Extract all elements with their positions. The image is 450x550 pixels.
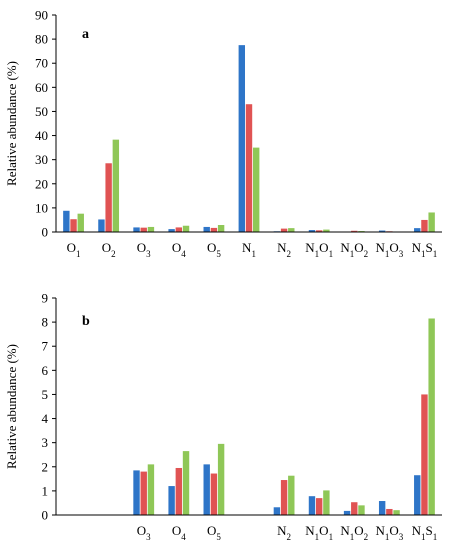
y-tick-label: 90 — [35, 8, 48, 23]
bar-s3-c10 — [393, 510, 400, 515]
y-tick-label: 2 — [42, 459, 49, 474]
bar-s2-c6 — [245, 104, 253, 232]
bar-s1-c8 — [308, 496, 316, 515]
bar-s1-c5 — [203, 226, 210, 232]
x-category-label: N1O1 — [305, 240, 333, 259]
bar-s2-c1 — [70, 219, 77, 232]
y-axis-title: Relative abundance (%) — [4, 344, 19, 469]
bar-s3-c8 — [323, 490, 330, 515]
y-tick-label: 30 — [35, 152, 48, 167]
bar-s1-c2 — [98, 219, 105, 232]
bar-s1-c8 — [308, 230, 316, 232]
bar-s3-c11 — [428, 318, 435, 515]
y-tick-label: 50 — [35, 104, 48, 119]
y-tick-label: 70 — [35, 56, 48, 71]
bar-s3-c5 — [217, 443, 225, 515]
x-category-label: O4 — [172, 240, 186, 259]
bar-s2-c11 — [421, 219, 428, 232]
x-category-label: O3 — [137, 523, 151, 542]
bar-s1-c9 — [343, 510, 351, 515]
bar-s3-c9 — [358, 505, 365, 515]
bar-s3-c11 — [428, 212, 435, 232]
bar-s1-c5 — [203, 464, 210, 515]
y-tick-label: 1 — [42, 483, 49, 498]
bar-s2-c10 — [386, 508, 393, 515]
y-tick-label: 60 — [35, 80, 48, 95]
y-tick-label: 5 — [42, 387, 49, 402]
bar-s1-c3 — [133, 470, 140, 515]
x-category-label: N1 — [242, 240, 256, 259]
bar-s3-c4 — [182, 225, 190, 232]
y-axis-title: Relative abundance (%) — [4, 61, 19, 186]
y-tick-label: 9 — [42, 291, 49, 306]
x-category-label: N2 — [277, 523, 291, 542]
bar-s3-c7 — [288, 228, 295, 232]
y-tick-label: 6 — [42, 363, 49, 378]
x-category-label: N1S1 — [412, 240, 438, 259]
bar-s1-c7 — [273, 507, 281, 515]
bar-s3-c7 — [288, 475, 295, 515]
bar-s3-c3 — [147, 226, 155, 232]
bar-s2-c8 — [315, 230, 323, 232]
bar-s2-c4 — [175, 467, 183, 515]
bar-s1-c11 — [414, 475, 421, 515]
y-tick-label: 7 — [42, 339, 49, 354]
x-category-label: N1O3 — [375, 523, 403, 542]
bar-s1-c10 — [378, 501, 386, 515]
bar-s3-c3 — [147, 464, 155, 515]
y-tick-label: 4 — [42, 411, 49, 426]
y-tick-label: 40 — [35, 128, 48, 143]
bar-s1-c4 — [168, 486, 175, 515]
bar-s3-c5 — [217, 225, 225, 232]
panel-label: b — [82, 314, 90, 329]
y-tick-label: 20 — [35, 176, 48, 191]
bar-s2-c5 — [210, 473, 218, 515]
bar-s1-c4 — [168, 229, 175, 232]
y-tick-label: 8 — [42, 315, 49, 330]
y-tick-label: 10 — [35, 200, 48, 215]
x-category-label: O2 — [102, 240, 116, 259]
bar-s1-c6 — [238, 45, 245, 232]
panel-label: a — [82, 27, 89, 42]
x-category-label: N1S1 — [412, 523, 438, 542]
bar-s2-c3 — [140, 227, 147, 232]
bar-s3-c1 — [77, 213, 84, 232]
bar-s1-c3 — [133, 227, 140, 232]
x-category-label: N1O1 — [305, 523, 333, 542]
bar-s2-c2 — [105, 163, 112, 232]
bar-s2-c8 — [315, 498, 323, 515]
bar-s3-c8 — [323, 229, 330, 232]
x-category-label: O5 — [207, 240, 221, 259]
bar-s2-c4 — [175, 227, 183, 232]
bar-s2-c5 — [210, 227, 218, 232]
bar-s2-c11 — [421, 394, 428, 515]
chart-panel-a: 0 10 20 30 40 50 60 70 80 90 Relative abundance (%… — [4, 8, 442, 259]
x-category-label: O1 — [67, 240, 81, 259]
x-category-label: N1O2 — [340, 240, 368, 259]
bar-s2-c7 — [280, 228, 288, 232]
bar-s3-c6 — [253, 147, 260, 232]
bar-s3-c4 — [182, 451, 190, 515]
bar-s3-c2 — [112, 139, 120, 232]
bar-s2-c9 — [351, 230, 358, 232]
bar-s1-c1 — [63, 210, 70, 232]
x-category-label: N1O2 — [340, 523, 368, 542]
bar-s1-c11 — [414, 228, 421, 232]
x-category-label: O3 — [137, 240, 151, 259]
x-category-label: N1O3 — [375, 240, 403, 259]
bar-s2-c3 — [140, 471, 147, 515]
x-category-label: O4 — [172, 523, 186, 542]
y-tick-label: 0 — [42, 508, 49, 523]
bar-s2-c7 — [280, 480, 288, 515]
y-tick-label: 80 — [35, 32, 48, 47]
x-category-label: N2 — [277, 240, 291, 259]
bar-s1-c10 — [378, 230, 386, 232]
chart-panel-b: 0 1 2 3 4 5 6 7 8 9 Relative abundance (%) b O3 O4 O5 N… — [4, 291, 442, 542]
y-tick-label: 0 — [42, 225, 49, 240]
bar-s2-c9 — [351, 502, 358, 515]
y-tick-label: 3 — [42, 435, 49, 450]
x-category-label: O5 — [207, 523, 221, 542]
